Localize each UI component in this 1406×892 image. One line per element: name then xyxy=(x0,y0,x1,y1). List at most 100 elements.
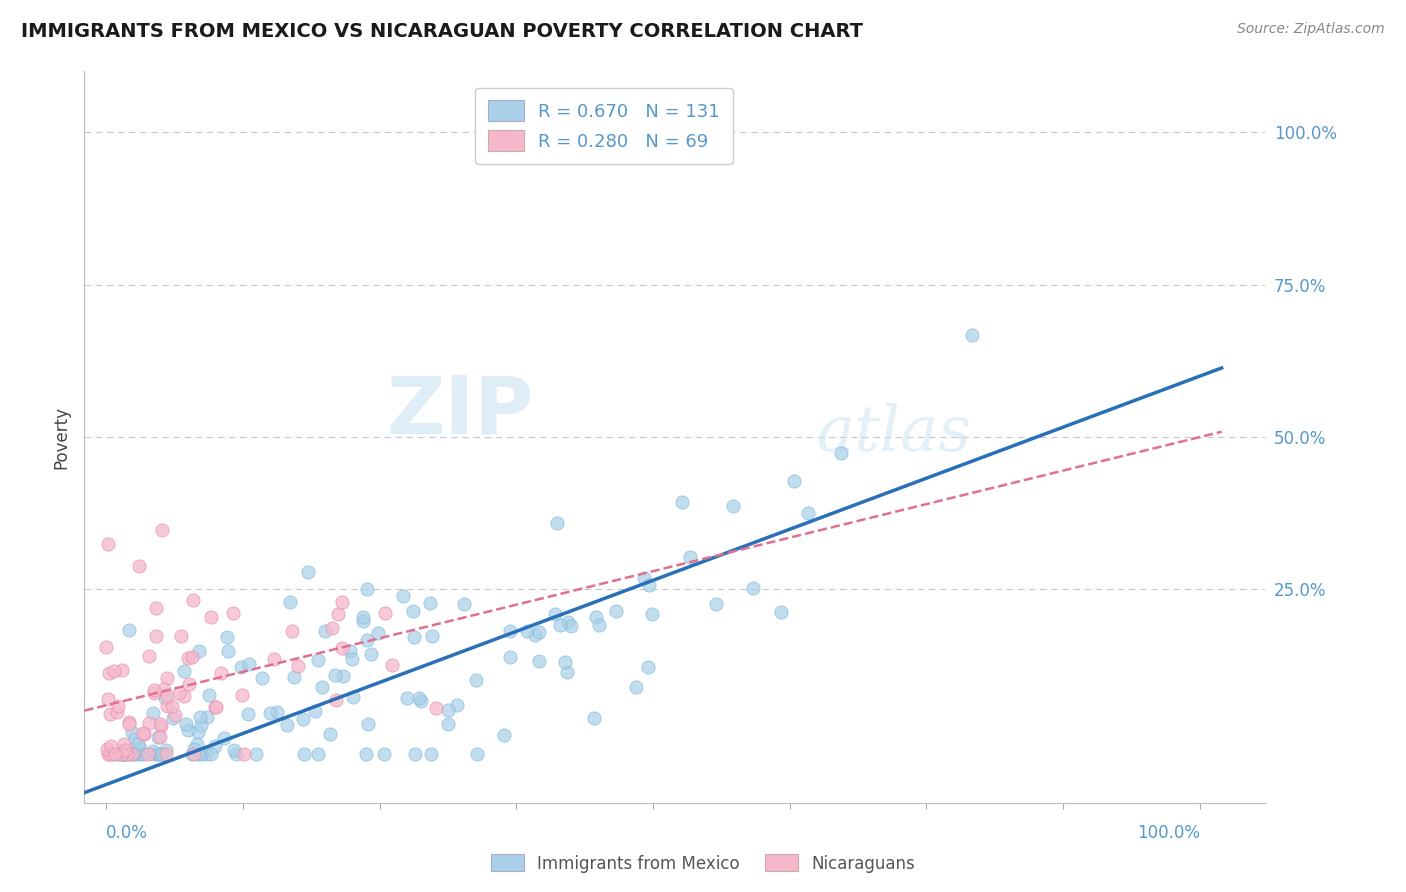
Point xyxy=(437,716,460,731)
Point xyxy=(446,698,468,713)
Point xyxy=(134,726,156,740)
Point xyxy=(529,654,551,668)
Point xyxy=(128,559,150,574)
Point xyxy=(225,747,247,761)
Point xyxy=(97,747,120,761)
Point xyxy=(118,717,141,731)
Point xyxy=(555,665,578,680)
Point xyxy=(582,711,605,725)
Point xyxy=(770,605,793,619)
Point xyxy=(641,607,664,622)
Point xyxy=(149,730,172,744)
Point xyxy=(367,625,389,640)
Point xyxy=(145,629,167,643)
Point xyxy=(129,741,152,756)
Point xyxy=(259,706,281,721)
Point xyxy=(111,747,134,761)
Point xyxy=(391,590,413,604)
Point xyxy=(585,609,607,624)
Point xyxy=(132,726,155,740)
Point xyxy=(492,728,515,742)
Point xyxy=(960,328,983,343)
Point xyxy=(292,747,315,761)
Point xyxy=(181,593,204,607)
Point xyxy=(118,623,141,637)
Point xyxy=(499,624,522,638)
Point xyxy=(679,550,702,565)
Point xyxy=(98,747,121,761)
Point xyxy=(233,747,256,761)
Point xyxy=(98,666,121,681)
Point xyxy=(121,747,143,761)
Text: Source: ZipAtlas.com: Source: ZipAtlas.com xyxy=(1237,22,1385,37)
Point xyxy=(217,644,239,658)
Point xyxy=(498,650,520,665)
Point xyxy=(160,699,183,714)
Point xyxy=(323,668,346,682)
Point xyxy=(357,716,380,731)
Point xyxy=(103,664,125,678)
Point xyxy=(278,595,301,609)
Point xyxy=(557,615,579,629)
Point xyxy=(183,747,205,761)
Text: 100.0%: 100.0% xyxy=(1137,824,1199,842)
Point xyxy=(96,741,118,756)
Point xyxy=(173,690,195,704)
Point xyxy=(97,692,120,706)
Point xyxy=(339,644,361,658)
Point xyxy=(605,604,627,618)
Point xyxy=(169,629,191,643)
Point xyxy=(524,628,547,642)
Point xyxy=(238,657,260,671)
Point xyxy=(527,625,550,640)
Point xyxy=(104,747,127,761)
Point xyxy=(190,718,212,732)
Point xyxy=(121,724,143,739)
Point xyxy=(155,747,177,761)
Point xyxy=(465,673,488,687)
Point xyxy=(325,692,347,706)
Point xyxy=(420,629,443,643)
Point xyxy=(132,747,155,761)
Point xyxy=(183,742,205,756)
Point xyxy=(402,630,425,644)
Point xyxy=(326,607,349,621)
Point xyxy=(307,747,329,761)
Point xyxy=(311,680,333,694)
Point xyxy=(101,747,124,761)
Point xyxy=(142,706,165,720)
Point xyxy=(250,671,273,685)
Legend: R = 0.670   N = 131, R = 0.280   N = 69: R = 0.670 N = 131, R = 0.280 N = 69 xyxy=(475,87,733,164)
Point xyxy=(115,747,138,761)
Point xyxy=(297,565,319,579)
Point xyxy=(190,710,212,724)
Point xyxy=(319,727,342,741)
Point xyxy=(352,614,374,628)
Point xyxy=(179,677,201,691)
Point xyxy=(356,747,378,761)
Point xyxy=(560,619,582,633)
Point xyxy=(332,669,354,683)
Point xyxy=(276,718,298,732)
Point xyxy=(198,688,221,702)
Point xyxy=(195,710,218,724)
Point xyxy=(100,747,122,761)
Point xyxy=(100,739,122,754)
Point xyxy=(548,617,571,632)
Point xyxy=(330,595,353,609)
Point xyxy=(143,747,166,761)
Point xyxy=(231,688,253,702)
Point xyxy=(114,742,136,756)
Point xyxy=(637,660,659,674)
Point xyxy=(127,747,149,761)
Point xyxy=(142,682,165,697)
Point xyxy=(356,632,378,647)
Point xyxy=(229,659,252,673)
Point xyxy=(283,670,305,684)
Point xyxy=(122,747,145,761)
Point xyxy=(374,606,396,620)
Point xyxy=(138,715,160,730)
Point xyxy=(224,742,246,756)
Point xyxy=(419,747,441,761)
Point xyxy=(330,640,353,655)
